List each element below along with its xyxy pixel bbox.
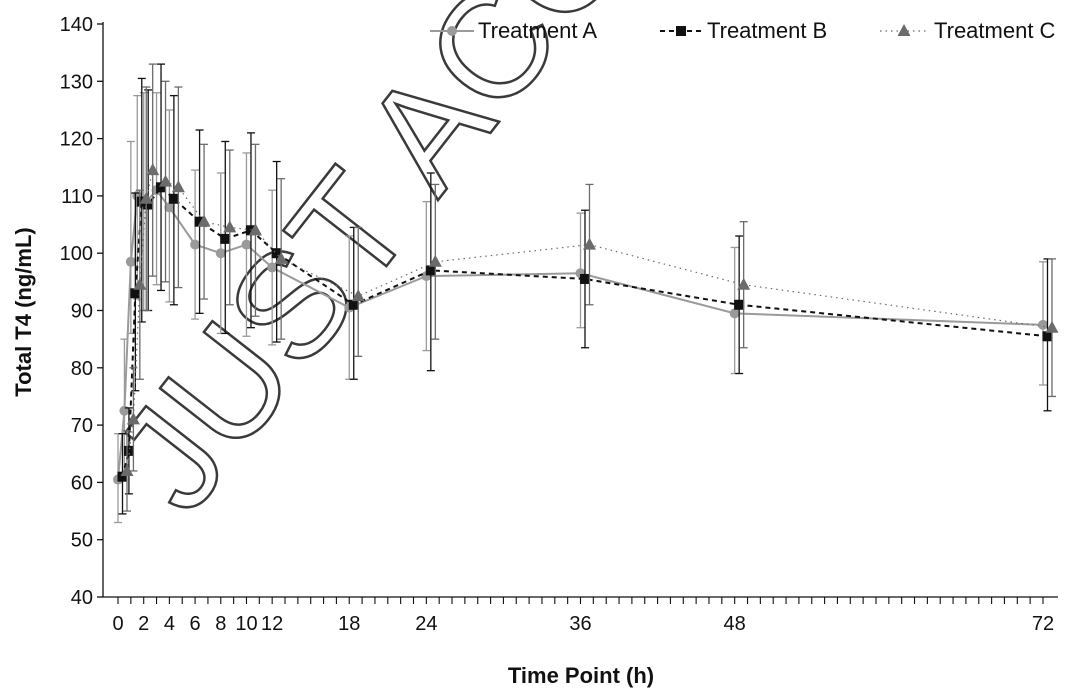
series-line: [117, 188, 1044, 480]
data-point: [1038, 319, 1048, 330]
data-point: [215, 248, 226, 259]
legend-label: Treatment C: [934, 18, 1056, 43]
data-point: [582, 237, 596, 250]
data-point: [168, 193, 179, 204]
data-point: [729, 308, 740, 319]
data-point: [133, 277, 147, 290]
data-point: [117, 471, 128, 482]
data-point: [223, 220, 237, 233]
y-tick-label: 50: [71, 530, 93, 552]
data-point: [351, 289, 365, 302]
data-point: [130, 288, 141, 299]
x-tick-label: 72: [1032, 613, 1054, 635]
y-tick-label: 120: [60, 129, 93, 151]
x-axis-title: Time Point (h): [508, 663, 654, 688]
data-point: [271, 248, 282, 259]
legend-label: Treatment A: [478, 18, 597, 43]
data-point: [159, 174, 173, 187]
data-point: [126, 412, 140, 425]
data-point: [120, 463, 134, 476]
data-point: [579, 273, 590, 284]
y-tick-label: 110: [61, 186, 93, 208]
y-axis-title: Total T4 (ng/mL): [11, 227, 36, 396]
y-tick-label: 70: [71, 415, 93, 437]
series-treatment-c: [120, 63, 1059, 512]
legend-marker: [897, 24, 911, 36]
x-tick-label: 36: [569, 613, 591, 635]
x-tick-label: 8: [215, 613, 226, 635]
x-tick-label: 4: [164, 613, 175, 635]
watermark-text: JUST ACCEPTED: [81, 0, 966, 540]
legend-label: Treatment B: [707, 18, 827, 43]
y-tick-label: 90: [71, 301, 93, 323]
x-tick-label: 10: [235, 613, 257, 635]
x-tick-label: 12: [261, 613, 283, 635]
series-treatment-b: [117, 63, 1053, 515]
x-tick-label: 18: [338, 613, 360, 635]
data-point: [1045, 320, 1059, 333]
data-point: [197, 214, 211, 227]
x-tick-label: 0: [112, 613, 123, 635]
data-point: [143, 199, 154, 210]
data-point: [737, 277, 751, 290]
legend-marker: [676, 26, 686, 36]
watermark: JUST ACCEPTED: [80, 0, 968, 541]
y-tick-label: 100: [60, 243, 93, 265]
data-point: [267, 262, 278, 273]
data-point: [164, 202, 175, 213]
data-point: [156, 182, 167, 193]
legend-item: Treatment B: [660, 18, 827, 43]
data-point: [146, 163, 160, 176]
series-group: [113, 63, 1059, 524]
y-tick-label: 130: [60, 71, 93, 93]
data-point: [428, 254, 442, 267]
data-point: [139, 191, 153, 204]
x-tick-label: 48: [724, 613, 746, 635]
data-point: [248, 223, 262, 236]
y-tick-label: 60: [71, 472, 93, 494]
data-point: [1042, 331, 1053, 342]
data-point: [274, 251, 288, 264]
x-tick-label: 6: [190, 613, 201, 635]
legend-marker: [447, 26, 457, 36]
legend: Treatment A Treatment B Treatment C: [430, 18, 1056, 43]
legend-item: Treatment C: [880, 18, 1056, 43]
y-tick-label: 140: [60, 14, 93, 36]
data-point: [171, 180, 185, 193]
data-point: [220, 233, 231, 244]
data-point: [194, 216, 205, 227]
data-point: [125, 256, 136, 267]
data-point: [425, 265, 436, 276]
y-tick-label: 80: [71, 358, 93, 380]
data-point: [348, 299, 359, 310]
data-point: [241, 239, 252, 250]
data-point: [190, 239, 201, 250]
legend-item: Treatment A: [430, 18, 597, 43]
x-tick-label: 24: [415, 613, 437, 635]
y-tick-label: 40: [71, 587, 93, 609]
x-tick-label: 2: [138, 613, 149, 635]
series-line: [121, 185, 1048, 477]
data-point: [734, 299, 745, 310]
data-point: [123, 445, 134, 456]
